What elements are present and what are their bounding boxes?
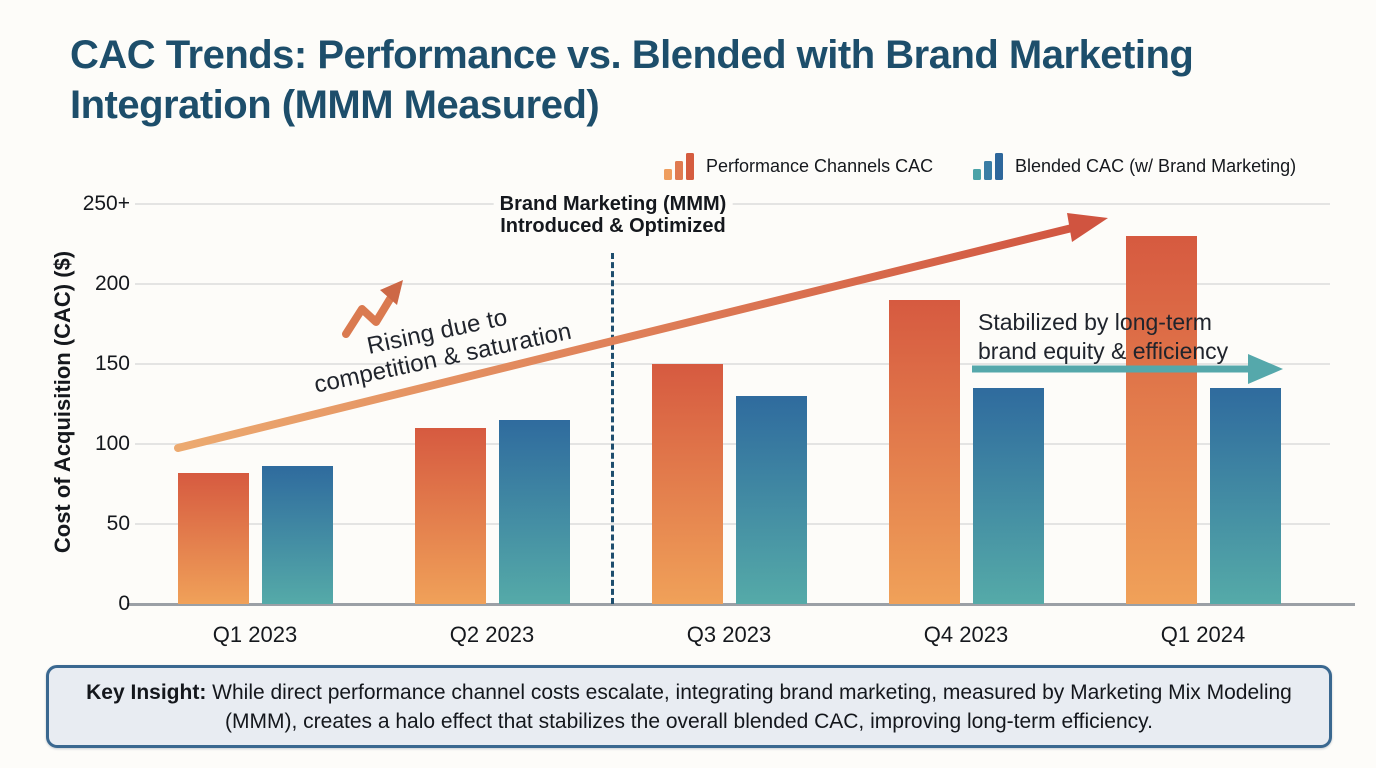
mmm-introduction-dashed-line bbox=[611, 253, 614, 604]
y-tick-150: 150 bbox=[94, 352, 130, 375]
y-tick-250: 250+ bbox=[82, 192, 130, 215]
key-insight-box: Key Insight: While direct performance ch… bbox=[46, 665, 1332, 748]
x-axis-label-q3-2023: Q3 2023 bbox=[686, 622, 772, 647]
bar-blended-cac-w-brand-marketing-q3-2023 bbox=[736, 396, 807, 604]
y-tick-100: 100 bbox=[94, 432, 130, 455]
bar-blended-cac-w-brand-marketing-q1-2024 bbox=[1210, 388, 1281, 604]
bar-performance-channels-cac-q1-2024 bbox=[1126, 236, 1197, 604]
y-tick-200: 200 bbox=[94, 272, 130, 295]
annotation-stabilized: Stabilized by long-term brand equity & e… bbox=[978, 308, 1228, 366]
bar-performance-channels-cac-q3-2023 bbox=[652, 364, 723, 604]
bar-performance-channels-cac-q4-2023 bbox=[889, 300, 960, 604]
rising-trend-arrow bbox=[174, 213, 1108, 452]
x-axis-label-q1-2024: Q1 2024 bbox=[1160, 622, 1246, 647]
annotation-mmm-introduced: Brand Marketing (MMM) Introduced & Optim… bbox=[493, 192, 733, 238]
annotation-stabilized-line1: Stabilized by long-term bbox=[978, 309, 1212, 335]
annotation-rising: Rising due to competition & saturation bbox=[283, 286, 597, 403]
legend-label-blended: Blended CAC (w/ Brand Marketing) bbox=[1015, 155, 1297, 176]
page-title: CAC Trends: Performance vs. Blended with… bbox=[70, 30, 1330, 130]
key-insight-body: While direct performance channel costs e… bbox=[206, 680, 1292, 733]
title-line2: Integration (MMM Measured) bbox=[70, 83, 600, 127]
key-insight-label: Key Insight: bbox=[86, 680, 207, 704]
legend-entry-blended: Blended CAC (w/ Brand Marketing) bbox=[972, 150, 1296, 182]
title-segment-regular: Performance vs. Blended with bbox=[317, 33, 886, 77]
y-tick-0: 0 bbox=[118, 592, 130, 615]
gridline-50 bbox=[135, 523, 1330, 525]
bar-blended-cac-w-brand-marketing-q4-2023 bbox=[973, 388, 1044, 604]
y-tick-50: 50 bbox=[106, 512, 130, 535]
annotation-mmm-line1: Brand Marketing (MMM) bbox=[499, 193, 727, 215]
annotation-stabilized-line2: brand equity & efficiency bbox=[978, 338, 1229, 364]
mini-bar-chart-blue-icon bbox=[973, 153, 1003, 180]
x-axis-label-q4-2023: Q4 2023 bbox=[923, 622, 1009, 647]
gridline-250 bbox=[135, 203, 1330, 205]
bar-blended-cac-w-brand-marketing-q1-2023 bbox=[262, 466, 333, 604]
x-axis-label-q1-2023: Q1 2023 bbox=[212, 622, 298, 647]
legend-entry-performance: Performance Channels CAC bbox=[663, 150, 933, 182]
bar-performance-channels-cac-q1-2023 bbox=[178, 473, 249, 604]
x-axis-line bbox=[127, 603, 1355, 606]
title-segment-bold2: Brand Marketing bbox=[885, 33, 1194, 77]
title-segment-bold: CAC Trends: bbox=[70, 33, 318, 77]
bar-blended-cac-w-brand-marketing-q2-2023 bbox=[499, 420, 570, 604]
legend-label-performance: Performance Channels CAC bbox=[706, 155, 934, 176]
key-insight-text: Key Insight: While direct performance ch… bbox=[79, 678, 1299, 736]
annotation-mmm-line2: Introduced & Optimized bbox=[500, 215, 726, 237]
x-axis-label-q2-2023: Q2 2023 bbox=[449, 622, 535, 647]
mini-bar-chart-orange-icon bbox=[664, 153, 694, 180]
bar-performance-channels-cac-q2-2023 bbox=[415, 428, 486, 604]
y-axis-title-text: Cost of Acquisition (CAC) ($) bbox=[50, 250, 75, 554]
